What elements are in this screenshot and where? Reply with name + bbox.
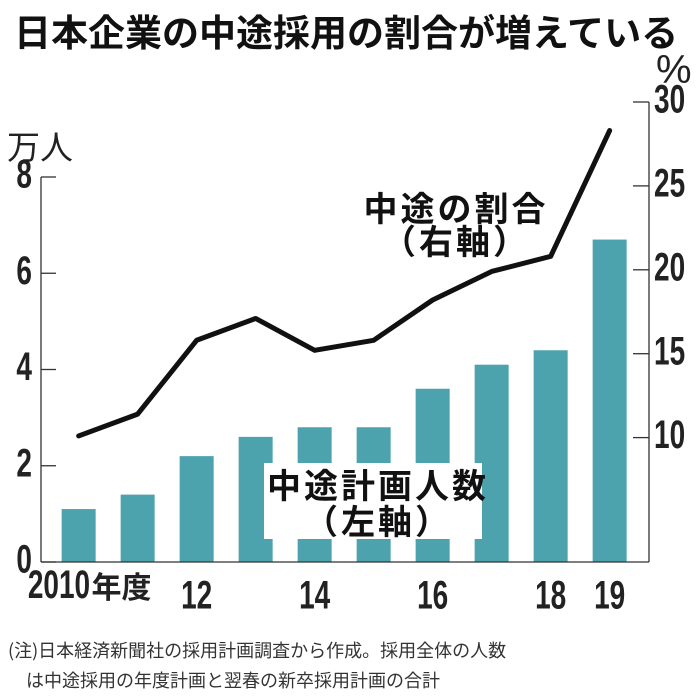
svg-text:16: 16 [417, 574, 448, 618]
svg-text:15: 15 [654, 330, 685, 374]
svg-text:（右軸）: （右軸） [382, 215, 530, 264]
svg-text:12: 12 [181, 574, 212, 618]
svg-text:（左軸）: （左軸） [304, 495, 452, 544]
svg-text:18: 18 [535, 574, 566, 618]
svg-text:10: 10 [654, 413, 685, 457]
svg-text:4: 4 [16, 345, 32, 389]
svg-text:25: 25 [654, 162, 685, 206]
svg-text:20: 20 [654, 246, 685, 290]
svg-text:19: 19 [594, 574, 625, 618]
svg-text:6: 6 [16, 249, 32, 293]
svg-text:万人: 万人 [7, 121, 73, 169]
svg-text:2: 2 [16, 442, 32, 486]
svg-text:2010: 2010 [28, 563, 90, 607]
svg-text:14: 14 [299, 574, 331, 618]
svg-text:%: % [656, 48, 692, 92]
svg-text:年度: 年度 [92, 563, 152, 607]
